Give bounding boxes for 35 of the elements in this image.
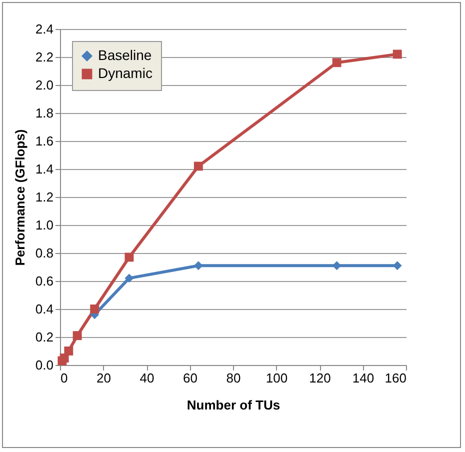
x-tick-label: 100 — [266, 370, 288, 386]
point — [194, 261, 203, 270]
legend-label: Dynamic — [98, 65, 152, 81]
y-tick-label: 1.0 — [35, 218, 54, 232]
y-tick-label: 0.0 — [35, 358, 54, 372]
y-tick-label: 0.8 — [35, 246, 54, 260]
x-tick-label: 80 — [226, 370, 241, 386]
x-axis-title: Number of TUs — [186, 398, 280, 412]
point — [64, 346, 74, 356]
y-tick-label: 2.0 — [35, 78, 54, 92]
y-tick-label: 1.4 — [35, 162, 54, 176]
y-tick-label: 0.6 — [35, 274, 54, 288]
x-tick-label: 40 — [140, 370, 154, 386]
point — [392, 50, 402, 59]
y-axis-title: Performance (GFlops) — [12, 129, 28, 266]
x-tick-label: 20 — [96, 370, 111, 386]
y-tick-label: 2.2 — [35, 50, 54, 64]
x-tick-label: 60 — [183, 370, 198, 386]
point — [332, 58, 342, 68]
y-tick-label: 1.8 — [35, 106, 54, 120]
x-tick-label: 0 — [60, 370, 68, 386]
y-tick-label: 1.6 — [35, 134, 54, 148]
point — [124, 252, 134, 262]
point — [72, 331, 82, 340]
y-tick-label: 0.2 — [35, 330, 54, 344]
y-tick-label: 2.4 — [35, 22, 54, 36]
point — [194, 162, 203, 171]
x-tick-label: 120 — [309, 370, 331, 386]
y-tick-label: 1.2 — [35, 190, 54, 204]
x-tick-label: 140 — [352, 370, 374, 386]
x-tick-label: 160 — [384, 370, 406, 386]
legend-label: Baseline — [98, 47, 152, 63]
y-tick-label: 0.4 — [35, 302, 54, 316]
point — [124, 274, 134, 283]
point — [90, 304, 100, 314]
